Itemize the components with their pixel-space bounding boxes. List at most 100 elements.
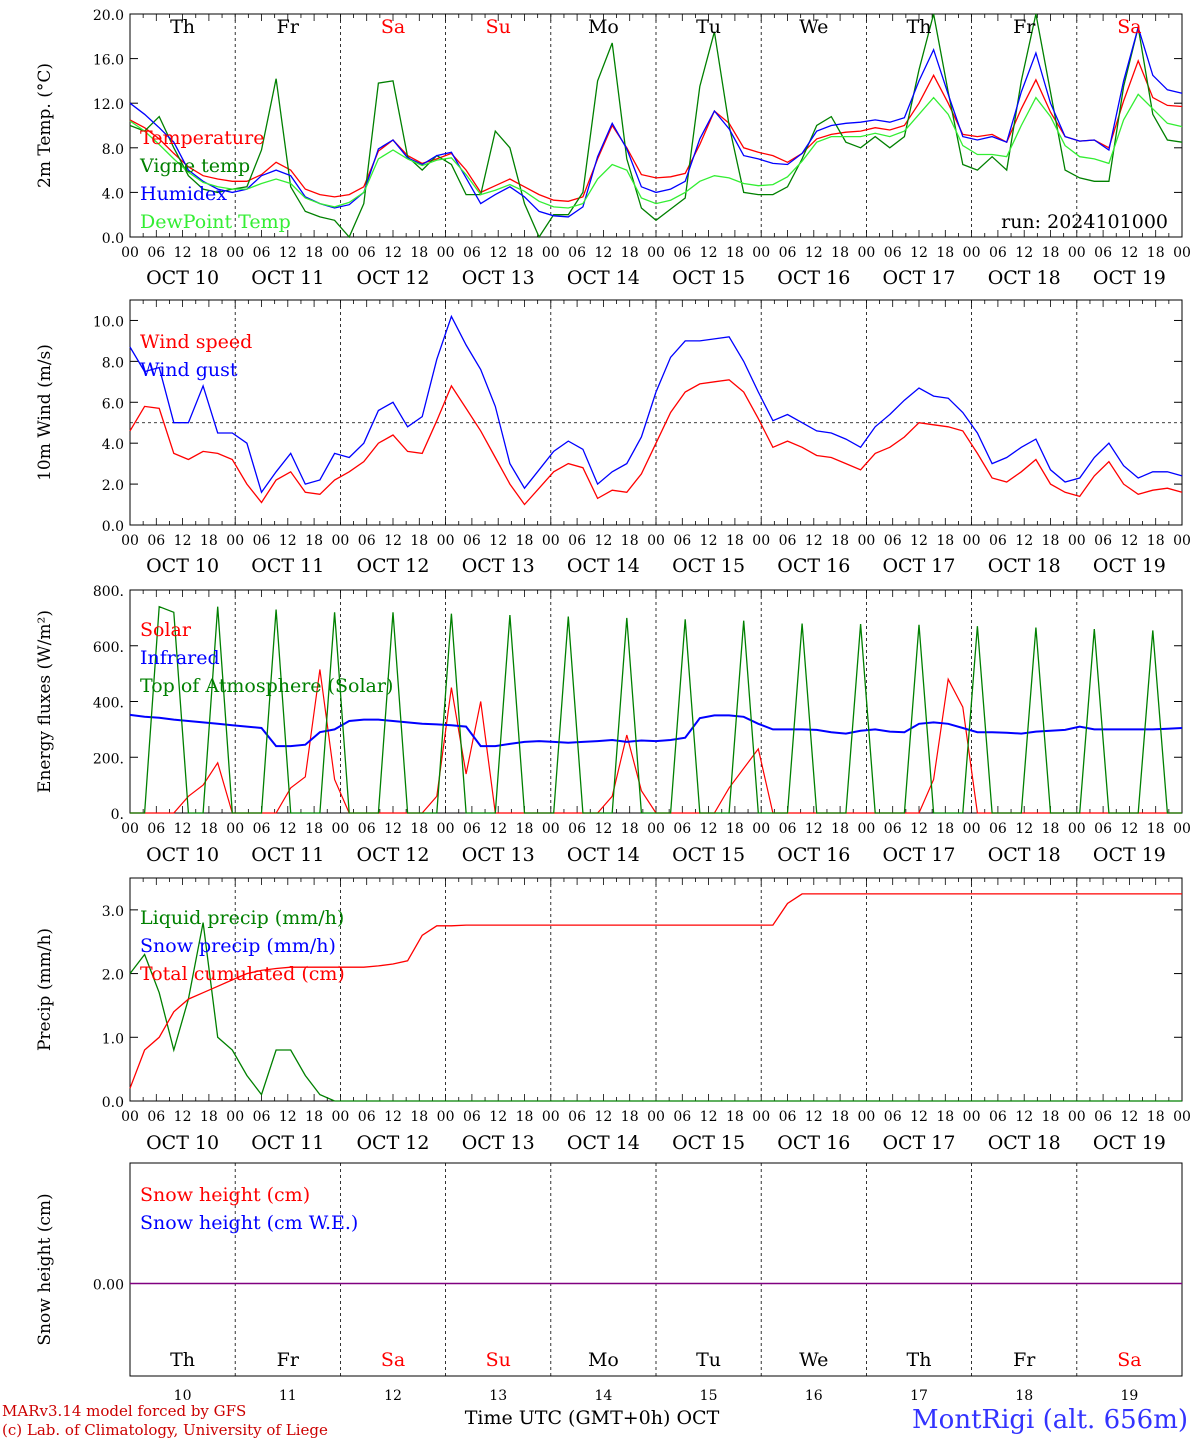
hour-tick-label: 18 — [1147, 245, 1165, 261]
day-name-top: Sa — [1117, 16, 1141, 38]
hour-tick-label: 00 — [437, 533, 455, 549]
y-tick-label: 600. — [93, 640, 124, 656]
hour-tick-label: 12 — [594, 1109, 612, 1125]
hour-tick-label: 18 — [305, 1109, 323, 1125]
hour-tick-label: 18 — [936, 821, 954, 837]
hour-tick-label: 18 — [200, 821, 218, 837]
hour-tick-label: 00 — [437, 1109, 455, 1125]
hour-tick-label: 00 — [857, 245, 875, 261]
hour-tick-label: 00 — [1173, 821, 1191, 837]
date-label: OCT 12 — [356, 844, 429, 866]
day-name-top: Sa — [381, 16, 405, 38]
hour-tick-label: 00 — [226, 1109, 244, 1125]
hour-tick-label: 06 — [673, 245, 691, 261]
hour-tick-label: 12 — [594, 821, 612, 837]
day-name-bottom: Th — [170, 1349, 195, 1371]
hour-tick-label: 12 — [1120, 245, 1138, 261]
hour-tick-label: 18 — [410, 533, 428, 549]
y-tick-label: 12.0 — [93, 97, 124, 113]
panel-frame — [129, 299, 1183, 526]
hour-tick-label: 00 — [1068, 821, 1086, 837]
date-label: OCT 17 — [882, 1132, 955, 1154]
hour-tick-label: 06 — [358, 1109, 376, 1125]
date-label: OCT 13 — [462, 1132, 535, 1154]
series-line-wind-speed — [129, 379, 1183, 506]
day-name-top: Tu — [696, 16, 721, 38]
hour-tick-label: 00 — [963, 1109, 981, 1125]
legend-entry: Infrared — [140, 647, 220, 669]
date-label: OCT 12 — [356, 555, 429, 577]
hour-tick-label: 00 — [963, 245, 981, 261]
hour-tick-label: 12 — [174, 1109, 192, 1125]
y-tick-label: 0.0 — [102, 231, 124, 247]
hour-tick-label: 12 — [384, 533, 402, 549]
series-line-wind-gust — [129, 314, 1183, 494]
hour-tick-label: 06 — [884, 533, 902, 549]
y-axis-label: Precip (mm/h) — [35, 928, 55, 1051]
date-label: OCT 10 — [146, 555, 219, 577]
y-tick-label: 0.00 — [93, 1278, 124, 1294]
hour-tick-label: 12 — [910, 821, 928, 837]
legend-entry: Snow precip (mm/h) — [140, 935, 336, 957]
hour-tick-label: 12 — [489, 245, 507, 261]
hour-tick-label: 12 — [1015, 1109, 1033, 1125]
y-tick-label: 10.0 — [93, 314, 124, 330]
y-tick-label: 0.0 — [102, 1095, 124, 1111]
hour-tick-label: 00 — [226, 245, 244, 261]
hour-tick-label: 00 — [1173, 1109, 1191, 1125]
hour-tick-label: 00 — [121, 1109, 139, 1125]
date-label: OCT 17 — [882, 555, 955, 577]
hour-tick-label: 00 — [752, 821, 770, 837]
day-name-bottom: Fr — [277, 1349, 300, 1371]
hour-tick-label: 12 — [489, 533, 507, 549]
hour-tick-label: 18 — [831, 533, 849, 549]
date-label: OCT 14 — [567, 555, 640, 577]
legend-entry: Solar — [140, 619, 192, 641]
hour-tick-label: 06 — [253, 821, 271, 837]
hour-tick-label: 00 — [331, 245, 349, 261]
hour-tick-label: 18 — [621, 821, 639, 837]
date-label: OCT 10 — [146, 1132, 219, 1154]
date-label: OCT 18 — [988, 1132, 1061, 1154]
hour-tick-label: 18 — [1042, 1109, 1060, 1125]
hour-tick-label: 12 — [1120, 533, 1138, 549]
legend-entry: Snow height (cm W.E.) — [140, 1212, 358, 1234]
y-tick-label: 4.0 — [102, 186, 124, 202]
day-name-bottom: Mo — [588, 1349, 619, 1371]
hour-tick-label: 00 — [1173, 245, 1191, 261]
date-label: OCT 16 — [777, 555, 850, 577]
day-name-top: Fr — [1013, 16, 1036, 38]
hour-tick-label: 00 — [1173, 533, 1191, 549]
chart-panel-5: 0.00 Snow height (cm) Snow height (cm) Snow… — [35, 1162, 1183, 1377]
y-tick-label: 200. — [93, 751, 124, 767]
day-number-label: 18 — [1015, 1388, 1033, 1404]
y-tick-label: 16.0 — [93, 53, 124, 69]
hour-tick-label: 18 — [516, 1109, 534, 1125]
hour-tick-label: 00 — [963, 821, 981, 837]
day-name-bottom: Sa — [1117, 1349, 1141, 1371]
run-label: run: 2024101000 — [1001, 211, 1168, 233]
date-label: OCT 10 — [146, 267, 219, 289]
hour-tick-label: 12 — [279, 533, 297, 549]
day-name-bottom: We — [799, 1349, 828, 1371]
legend-entry: Snow height (cm) — [140, 1184, 310, 1206]
hour-tick-label: 12 — [594, 245, 612, 261]
legend-entry: Top of Atmosphere (Solar) — [140, 675, 393, 697]
hour-tick-label: 06 — [779, 821, 797, 837]
hour-tick-label: 12 — [174, 245, 192, 261]
legend-entry: Total cumulated (cm) — [140, 963, 345, 985]
day-name-top: Fr — [277, 16, 300, 38]
hour-tick-label: 00 — [1068, 1109, 1086, 1125]
hour-tick-label: 18 — [516, 533, 534, 549]
hour-tick-label: 06 — [358, 533, 376, 549]
day-name-top: We — [799, 16, 828, 38]
hour-tick-label: 06 — [1094, 1109, 1112, 1125]
date-label: OCT 14 — [567, 267, 640, 289]
hour-tick-label: 12 — [910, 1109, 928, 1125]
day-name-bottom: Tu — [696, 1349, 721, 1371]
legend-entry: Humidex — [140, 183, 227, 205]
day-name-bottom: Th — [907, 1349, 932, 1371]
hour-tick-label: 12 — [174, 533, 192, 549]
hour-tick-label: 06 — [884, 821, 902, 837]
chart-panel-4: 0.0 1.0 2.0 3.0 Precip (mm/h) Liquid precip (… — [35, 877, 1191, 1154]
